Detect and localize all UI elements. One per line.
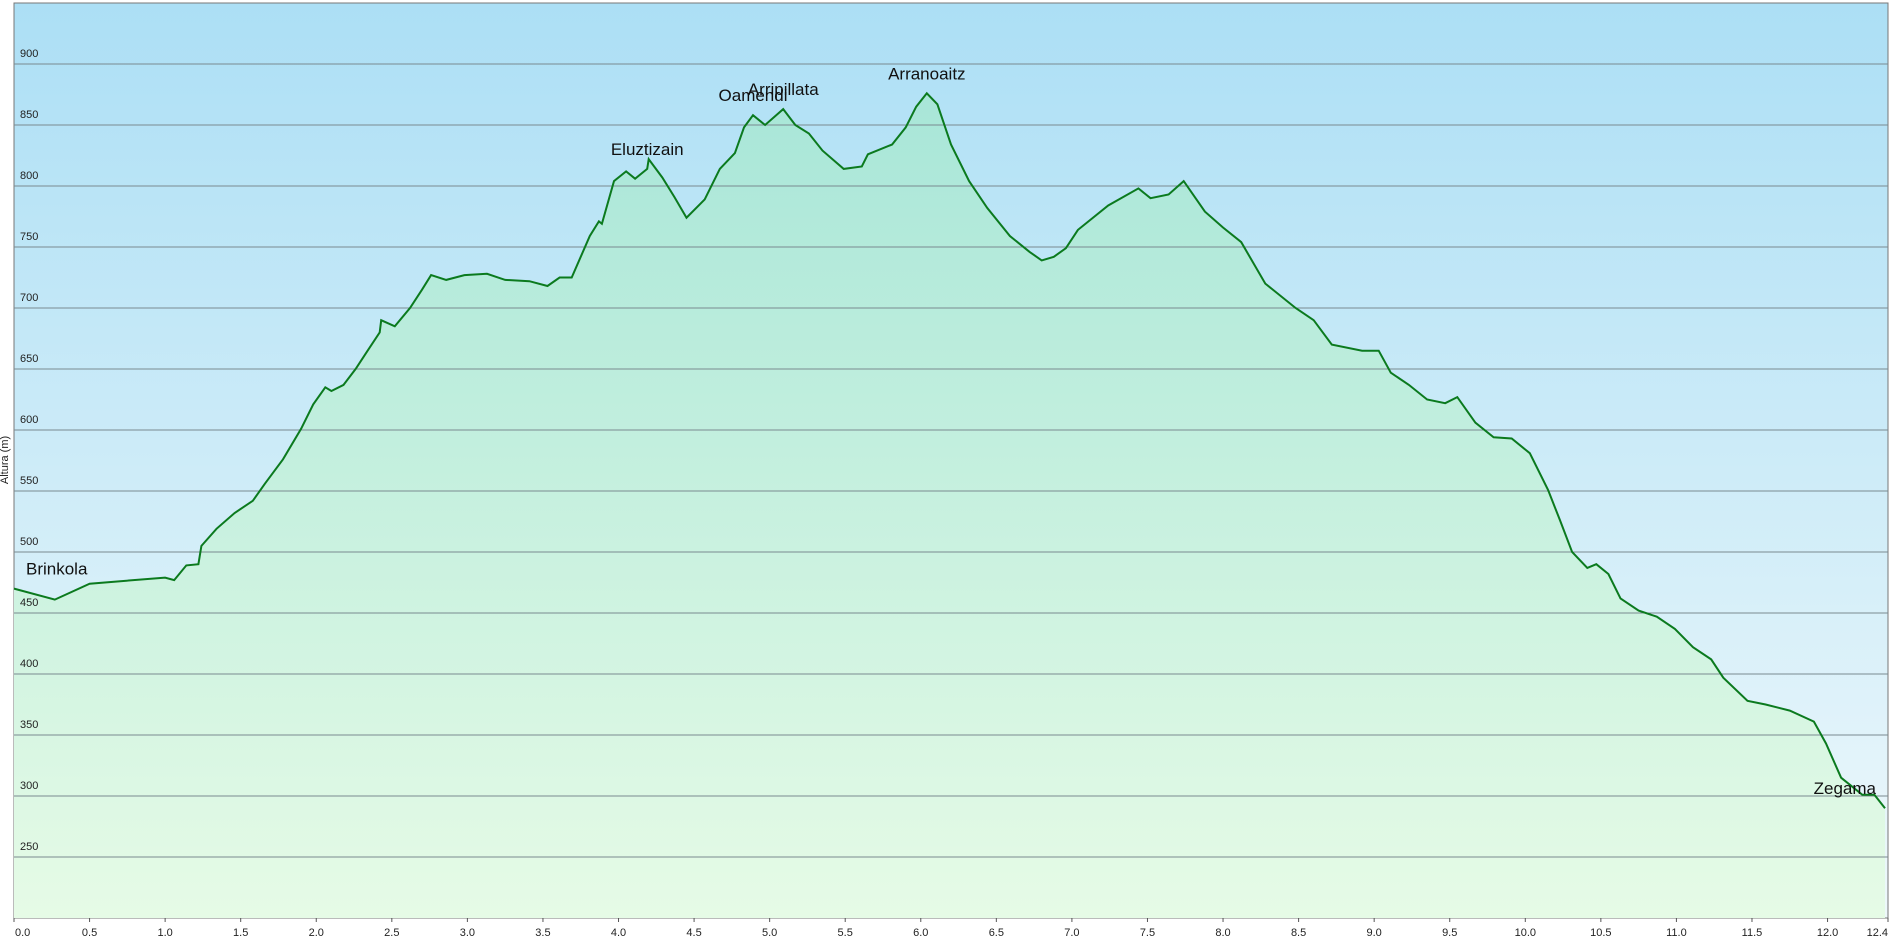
peak-label: Brinkola [26,560,88,579]
x-tick-label: 3.0 [460,927,475,939]
x-tick-label: 12.4 [1867,927,1888,939]
elevation-line [13,91,1886,809]
x-tick-label: 11.5 [1742,927,1763,939]
y-tick-label: 400 [20,658,38,670]
y-tick-label: 900 [20,48,38,60]
x-tick-label: 2.5 [384,927,399,939]
x-tick-label: 5.0 [762,927,777,939]
x-tick-label: 4.0 [611,927,626,939]
y-tick-label: 750 [20,231,38,243]
area-fill [14,93,1885,919]
x-tick-label: 7.0 [1064,927,1079,939]
x-tick-label: 9.5 [1442,927,1457,939]
x-tick-label: 2.0 [309,927,324,939]
x-tick-label: 10.5 [1590,927,1611,939]
peak-label: Arranoaitz [888,64,965,83]
y-tick-label: 300 [20,780,38,792]
x-tick-label: 8.5 [1291,927,1306,939]
x-tick-label: 0.0 [15,927,30,939]
x-tick-label: 6.5 [989,927,1004,939]
x-tick-label: 7.5 [1140,927,1155,939]
x-tick-label: 1.0 [157,927,172,939]
x-tick-label: 8.0 [1215,927,1230,939]
x-tick-label: 11.0 [1666,927,1687,939]
x-tick-label: 6.0 [913,927,928,939]
y-tick-label: 500 [20,536,38,548]
peak-label: Arripillata [748,80,819,99]
x-tick-label: 3.5 [535,927,550,939]
y-axis-label: Altura (m) [0,436,11,484]
x-tick-label: 5.5 [838,927,853,939]
peak-label: Oamendi [719,86,788,105]
x-tick-label: 9.0 [1367,927,1382,939]
y-tick-label: 700 [20,292,38,304]
y-tick-label: 250 [20,841,38,853]
x-tick-label: 1.5 [233,927,248,939]
y-tick-label: 850 [20,109,38,121]
x-tick-label: 12.0 [1817,927,1838,939]
y-tick-label: 450 [20,597,38,609]
x-tick-label: 0.5 [82,927,97,939]
y-tick-label: 650 [20,353,38,365]
y-tick-label: 350 [20,719,38,731]
y-tick-label: 800 [20,170,38,182]
y-tick-label: 550 [20,475,38,487]
x-tick-label: 4.5 [686,927,701,939]
peak-label: Zegama [1814,779,1877,798]
peak-label: Eluztizain [611,140,684,159]
x-tick-label: 10.0 [1515,927,1536,939]
y-tick-label: 600 [20,414,38,426]
